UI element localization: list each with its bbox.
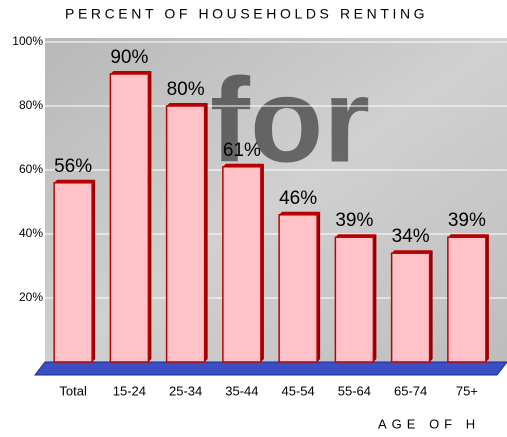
- bar-face: [110, 74, 148, 362]
- bar-face: [279, 215, 317, 362]
- bar: [223, 164, 264, 362]
- x-tick-label: 35-44: [225, 383, 258, 398]
- x-tick-label: 65-74: [394, 383, 427, 398]
- y-tick-label: 80%: [19, 98, 43, 112]
- bar-face: [448, 237, 486, 362]
- value-label: 46%: [279, 188, 317, 209]
- y-tick-label: 60%: [19, 162, 43, 176]
- x-tick-label: 15-24: [113, 383, 146, 398]
- value-label: 80%: [167, 79, 205, 100]
- y-tick-label: 40%: [19, 226, 43, 240]
- bar-face: [392, 253, 430, 362]
- bar: [54, 180, 95, 362]
- bar-face: [167, 106, 205, 362]
- value-label: 34%: [392, 226, 430, 247]
- x-tick-label: 55-64: [338, 383, 371, 398]
- bar: [335, 234, 376, 362]
- bar: [279, 212, 320, 362]
- value-label: 56%: [54, 156, 92, 177]
- y-tick-label: 20%: [19, 290, 43, 304]
- chart-title: PERCENT OF HOUSEHOLDS RENTING: [65, 6, 428, 22]
- value-label: 90%: [110, 47, 148, 68]
- chart: for PERCENT OF HOUSEHOLDS RENTING AGE OF…: [0, 0, 507, 437]
- bar: [110, 71, 151, 362]
- bar: [392, 250, 433, 362]
- x-tick-label: Total: [59, 383, 87, 398]
- value-label: 39%: [335, 210, 373, 231]
- x-tick-label: 45-54: [282, 383, 315, 398]
- value-label: 39%: [448, 210, 486, 231]
- floor: [35, 362, 507, 375]
- bar-face: [223, 167, 261, 362]
- bar-face: [335, 237, 373, 362]
- x-tick-label: 25-34: [169, 383, 202, 398]
- value-label: 61%: [223, 140, 261, 161]
- x-axis-label: AGE OF H: [378, 416, 480, 431]
- y-tick-label: 100%: [12, 34, 43, 48]
- x-tick-label: 75+: [456, 383, 478, 398]
- bar-face: [54, 183, 92, 362]
- bar: [167, 103, 208, 362]
- bar: [448, 234, 489, 362]
